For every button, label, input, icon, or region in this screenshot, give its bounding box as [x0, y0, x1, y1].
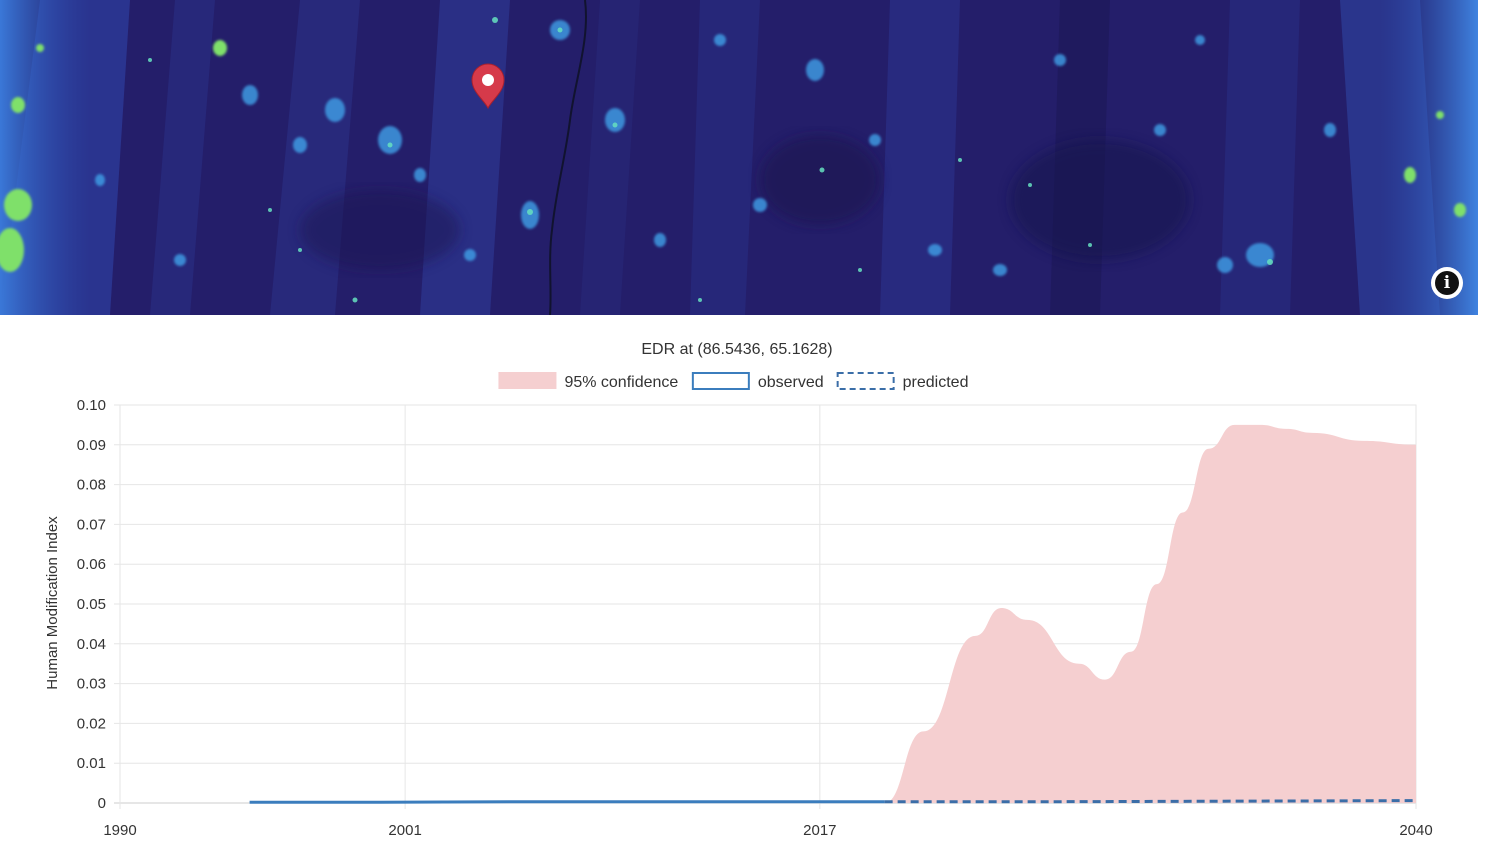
map-raster[interactable] [0, 0, 1478, 315]
y-tick-label: 0.04 [77, 636, 106, 653]
info-icon: i [1435, 271, 1459, 295]
y-axis-label: Human Modification Index [44, 516, 61, 690]
y-tick-label: 0.06 [77, 556, 106, 573]
y-tick-label: 0.08 [77, 477, 106, 494]
legend-swatch-confidence [498, 372, 556, 389]
edr-chart: EDR at (86.5436, 65.1628) 95% confidence… [0, 315, 1496, 858]
y-tick-label: 0.09 [77, 437, 106, 454]
y-tick-label: 0.02 [77, 715, 106, 732]
y-tick-label: 0.03 [77, 676, 106, 693]
chart-legend: 95% confidence observed predicted [498, 372, 968, 391]
x-tick-label: 2001 [388, 822, 421, 839]
legend-label: 95% confidence [564, 374, 678, 391]
legend-label: observed [758, 374, 824, 391]
satellite-map[interactable]: i [0, 0, 1478, 315]
x-tick-label: 1990 [103, 822, 136, 839]
x-tick-label: 2040 [1399, 822, 1432, 839]
y-tick-label: 0.07 [77, 516, 106, 533]
y-tick-label: 0.05 [77, 596, 106, 613]
y-tick-label: 0.01 [77, 755, 106, 772]
legend-swatch-predicted [838, 373, 894, 389]
info-button[interactable]: i [1431, 267, 1463, 299]
legend-label: predicted [903, 374, 969, 391]
y-tick-label: 0.10 [77, 397, 106, 414]
legend-swatch-observed [693, 373, 749, 389]
chart-title: EDR at (86.5436, 65.1628) [641, 341, 832, 358]
y-tick-label: 0 [98, 795, 106, 812]
x-tick-label: 2017 [803, 822, 836, 839]
